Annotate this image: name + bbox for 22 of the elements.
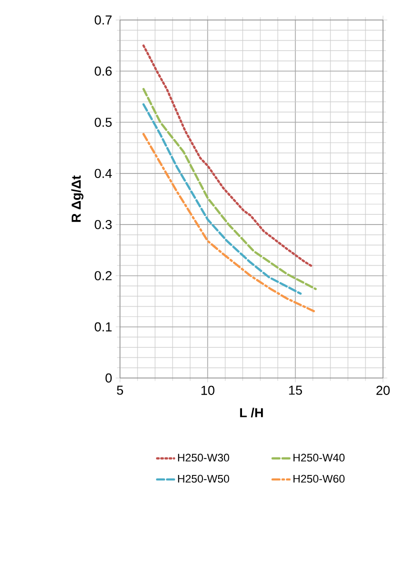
legend-label: H250-W60: [294, 474, 345, 483]
x-tick-label: 5: [116, 386, 124, 395]
y-tick-label: 0.1: [94, 322, 112, 332]
line-series: [142, 44, 314, 268]
legend-label: H250-W50: [178, 474, 230, 483]
y-tick-label: 0.2: [94, 271, 112, 280]
line-series: [142, 88, 317, 290]
y-tick-label: 0: [106, 373, 112, 383]
legend-label: H250-W40: [294, 454, 345, 462]
x-axis-title: L /H: [240, 408, 263, 418]
y-tick-label: 0.5: [94, 118, 112, 127]
x-tick-label: 15: [289, 386, 302, 395]
x-tick-label: 20: [376, 386, 390, 395]
y-tick-label: 0.7: [94, 15, 112, 25]
y-tick-label: 0.6: [94, 66, 112, 76]
line-series: [142, 103, 302, 295]
y-tick-label: 0.4: [94, 168, 112, 178]
x-tick-label: 10: [201, 386, 214, 395]
y-axis-title: R Δg/Δt: [71, 175, 84, 222]
line-series: [142, 132, 317, 314]
legend-label: H250-W30: [178, 454, 230, 462]
y-tick-label: 0.3: [94, 220, 112, 230]
